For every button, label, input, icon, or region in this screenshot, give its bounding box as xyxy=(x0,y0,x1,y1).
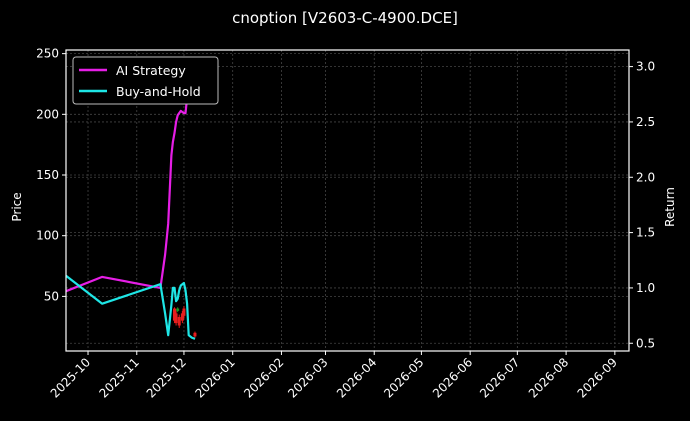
y-tick-label: 150 xyxy=(36,168,59,182)
plot-frame xyxy=(65,49,630,352)
legend-buy-and-hold-label: Buy-and-Hold xyxy=(116,84,201,99)
legend-box xyxy=(72,56,219,105)
x-tick-label: 2025-11 xyxy=(97,355,142,400)
candle xyxy=(174,313,178,324)
legend: AI Strategy Buy-and-Hold xyxy=(72,56,219,105)
candle xyxy=(177,317,181,326)
candle xyxy=(182,308,186,316)
x-tick-label: 2026-06 xyxy=(430,355,475,400)
y-tick-label: 250 xyxy=(36,47,59,61)
candle xyxy=(173,308,177,321)
y-tick-label: 100 xyxy=(36,229,59,243)
x-axis: 2025-10 2025-11 2025-12 2026-01 2026-022026-… xyxy=(48,351,620,401)
y2-tick-label: 3.0 xyxy=(636,60,655,74)
y2-axis-label: Return xyxy=(663,187,677,227)
y2-tick-label: 1.5 xyxy=(636,226,655,240)
y-axis-label: Price xyxy=(10,192,24,221)
candle xyxy=(180,313,184,321)
y-tick-label: 200 xyxy=(36,107,59,121)
legend-ai-strategy-label: AI Strategy xyxy=(116,63,186,78)
chart-title: cnoption [V2603-C-4900.DCE] xyxy=(232,9,458,27)
x-tick-label: 2026-02 xyxy=(241,355,286,400)
grid-lines xyxy=(66,50,629,351)
y-tick-label: 50 xyxy=(44,289,59,303)
x-tick-label: 2026-07 xyxy=(477,355,522,400)
y2-tick-label: 0.5 xyxy=(636,336,655,350)
y2-tick-label: 1.0 xyxy=(636,281,655,295)
x-tick-label: 2026-04 xyxy=(334,355,379,400)
y-axis-right: 0.5 1.0 1.5 2.0 2.5 3.0 xyxy=(629,60,655,350)
x-tick-label: 2025-12 xyxy=(144,355,189,400)
y-axis-left: 50 100 150 200 250 xyxy=(36,47,66,303)
x-tick-label: 2026-09 xyxy=(575,355,620,400)
x-tick-label: 2026-01 xyxy=(192,355,237,400)
candlesticks xyxy=(173,306,197,338)
x-tick-label: 2025-10 xyxy=(48,355,93,400)
buy-and-hold-line xyxy=(65,274,196,340)
y2-tick-label: 2.0 xyxy=(636,170,655,184)
x-tick-label: 2026-08 xyxy=(526,355,571,400)
x-tick-label: 2026-03 xyxy=(285,355,330,400)
candle xyxy=(193,332,197,337)
candle xyxy=(176,308,180,311)
y2-tick-label: 2.5 xyxy=(636,115,655,129)
x-tick-label: 2026-05 xyxy=(381,355,426,400)
